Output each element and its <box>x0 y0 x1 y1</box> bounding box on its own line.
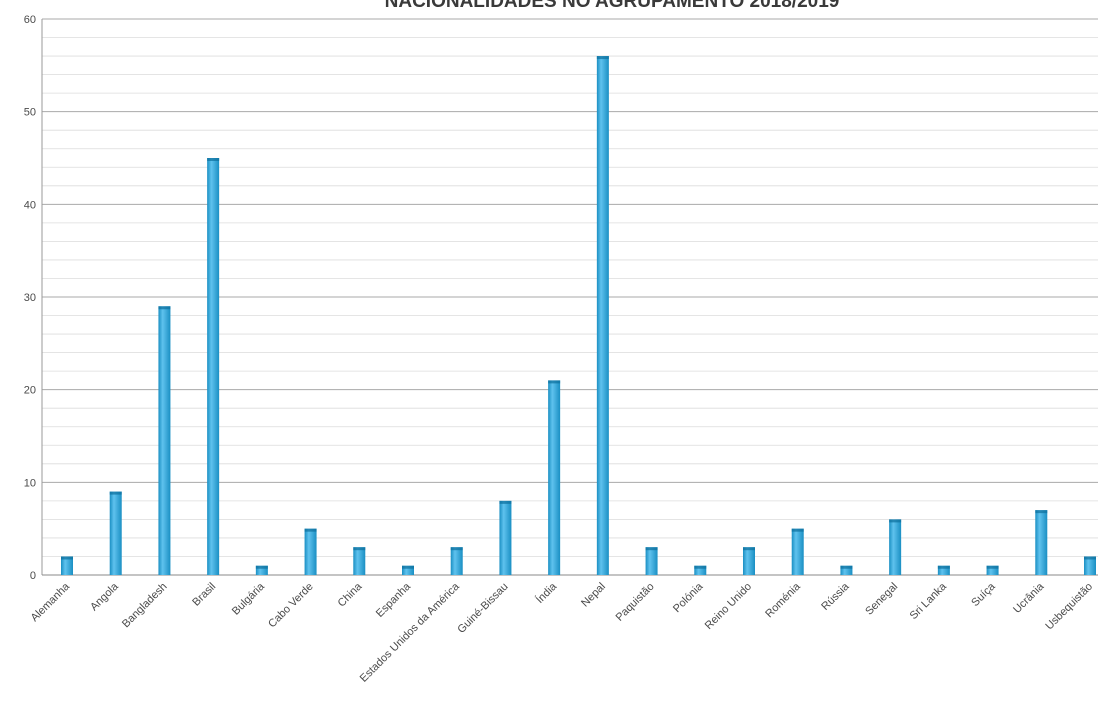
bar-cap-7 <box>402 565 414 569</box>
bar-12 <box>645 547 658 575</box>
x-tick-label: Bulgária <box>230 580 268 618</box>
y-tick-label: 40 <box>24 199 36 211</box>
bar-cap-4 <box>255 565 268 569</box>
bar-cap-10 <box>548 380 561 384</box>
x-tick-label: Guiné-Bissau <box>455 581 510 636</box>
bar-cap-0 <box>61 556 73 560</box>
x-tick-label: Paquistão <box>614 581 657 624</box>
bar-7 <box>402 565 414 575</box>
bar-cap-13 <box>694 565 707 569</box>
x-tick-label: Nepal <box>579 581 608 610</box>
bar-17 <box>889 519 902 575</box>
bar-21 <box>1084 556 1096 575</box>
bar-cap-1 <box>109 491 122 495</box>
y-tick-label: 50 <box>24 107 36 119</box>
x-tick-label: Angola <box>88 580 121 613</box>
x-tick-label: China <box>336 580 365 609</box>
bar-cap-8 <box>450 547 463 551</box>
chart-title: NACIONALIDADES NO AGRUPAMENTO 2018/2019 <box>385 0 840 12</box>
bar-6 <box>353 547 366 575</box>
bar-4 <box>255 565 268 575</box>
x-tick-label: Ucrânia <box>1011 580 1047 616</box>
x-tick-label: Sri Lanka <box>908 580 950 622</box>
bar-5 <box>304 528 317 575</box>
bars <box>61 56 1096 576</box>
y-tick-label: 30 <box>24 292 36 304</box>
bar-3 <box>207 158 220 575</box>
bar-cap-3 <box>207 158 220 161</box>
bar-cap-14 <box>743 547 755 551</box>
bar-16 <box>840 565 853 575</box>
y-tick-label: 60 <box>24 14 36 26</box>
bar-18 <box>937 565 950 575</box>
bar-cap-18 <box>937 565 950 569</box>
bar-9 <box>499 500 512 575</box>
x-tick-label: Estados Unidos da América <box>358 580 463 685</box>
bar-15 <box>791 528 804 575</box>
y-tick-label: 20 <box>24 385 36 397</box>
x-tick-label: Polónia <box>671 580 706 615</box>
bar-1 <box>109 491 122 575</box>
x-tick-label: Bangladesh <box>120 581 170 631</box>
x-tick-label: Brasil <box>190 581 218 609</box>
bar-13 <box>694 565 707 575</box>
bar-20 <box>1035 510 1048 575</box>
x-tick-label: Índia <box>533 579 560 606</box>
x-tick-label: Usbequistão <box>1043 581 1095 633</box>
bar-11 <box>596 56 609 576</box>
bar-10 <box>548 380 561 575</box>
bar-cap-6 <box>353 547 366 551</box>
bar-8 <box>450 547 463 575</box>
bar-cap-5 <box>304 528 317 532</box>
grid-lines <box>41 18 1098 576</box>
bar-cap-17 <box>889 519 902 523</box>
x-tick-label: Suíça <box>969 580 998 609</box>
bar-cap-16 <box>840 565 853 569</box>
bar-cap-21 <box>1084 556 1096 560</box>
bar-cap-19 <box>986 565 999 569</box>
y-tick-label: 0 <box>30 570 36 582</box>
bar-cap-9 <box>499 500 512 504</box>
bar-cap-11 <box>596 56 609 60</box>
bar-2 <box>158 306 171 575</box>
y-tick-label: 10 <box>24 477 36 489</box>
y-axis: 0 10 20 30 40 50 60 <box>24 14 36 582</box>
x-tick-label: Senegal <box>863 581 900 618</box>
x-axis-labels: Alemanha Angola Bangladesh Brasil Bulgária Ca… <box>29 579 1096 684</box>
bar-0 <box>61 556 73 575</box>
x-tick-label: Espanha <box>374 580 414 620</box>
bar-cap-12 <box>645 547 658 551</box>
bar-cap-2 <box>158 306 171 310</box>
x-tick-label: Rússia <box>819 580 852 613</box>
x-tick-label: Roménia <box>763 580 803 620</box>
bar-cap-15 <box>791 528 804 532</box>
x-tick-label: Cabo Verde <box>266 581 316 631</box>
bar-14 <box>743 547 755 575</box>
x-tick-label: Alemanha <box>29 580 73 624</box>
x-tick-label: Reino Unido <box>703 581 754 632</box>
bar-19 <box>986 565 999 575</box>
bar-cap-20 <box>1035 510 1048 514</box>
